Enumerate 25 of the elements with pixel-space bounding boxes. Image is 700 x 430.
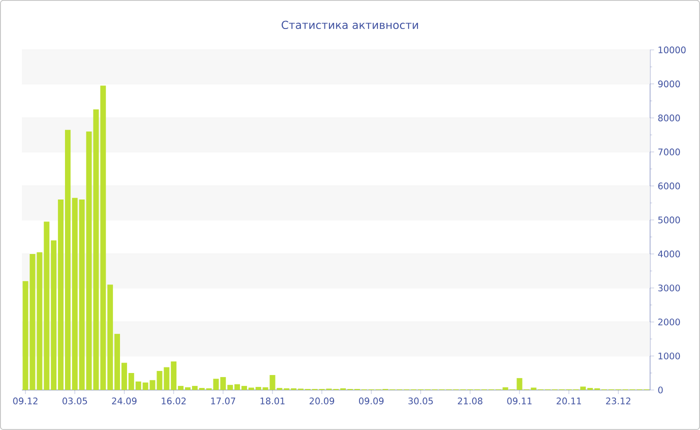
y-tick-label: 0 [658,386,663,394]
x-tick-label: 18.01 [260,398,285,404]
y-tick-label: 4000 [658,250,680,258]
x-tick-label: 09.12 [13,398,38,404]
y-tick-label: 7000 [658,148,680,156]
x-tick-label: 03.05 [62,398,87,404]
y-tick-label: 5000 [658,216,680,224]
y-tick-label: 10000 [658,46,686,54]
y-tick-label: 6000 [658,182,680,190]
x-tick-label: 30.05 [408,398,433,404]
x-tick-label: 16.02 [162,398,186,404]
x-tick-label: 20.09 [310,398,334,404]
y-tick-label: 3000 [658,284,680,292]
x-tick-label: 24.09 [112,398,137,404]
y-tick-label: 1000 [658,352,680,360]
chart-title: Статистика активности [282,20,418,30]
x-tick-label: 09.09 [358,398,384,404]
x-tick-label: 21.08 [458,398,482,404]
x-tick-label: 23.12 [606,398,630,404]
x-tick-label: 20.11 [556,398,581,404]
y-tick-label: 2000 [658,318,680,326]
x-tick-label: 17.07 [211,398,236,404]
y-tick-label: 8000 [658,114,680,122]
y-tick-label: 9000 [658,80,680,88]
x-tick-label: 09.11 [507,398,532,404]
